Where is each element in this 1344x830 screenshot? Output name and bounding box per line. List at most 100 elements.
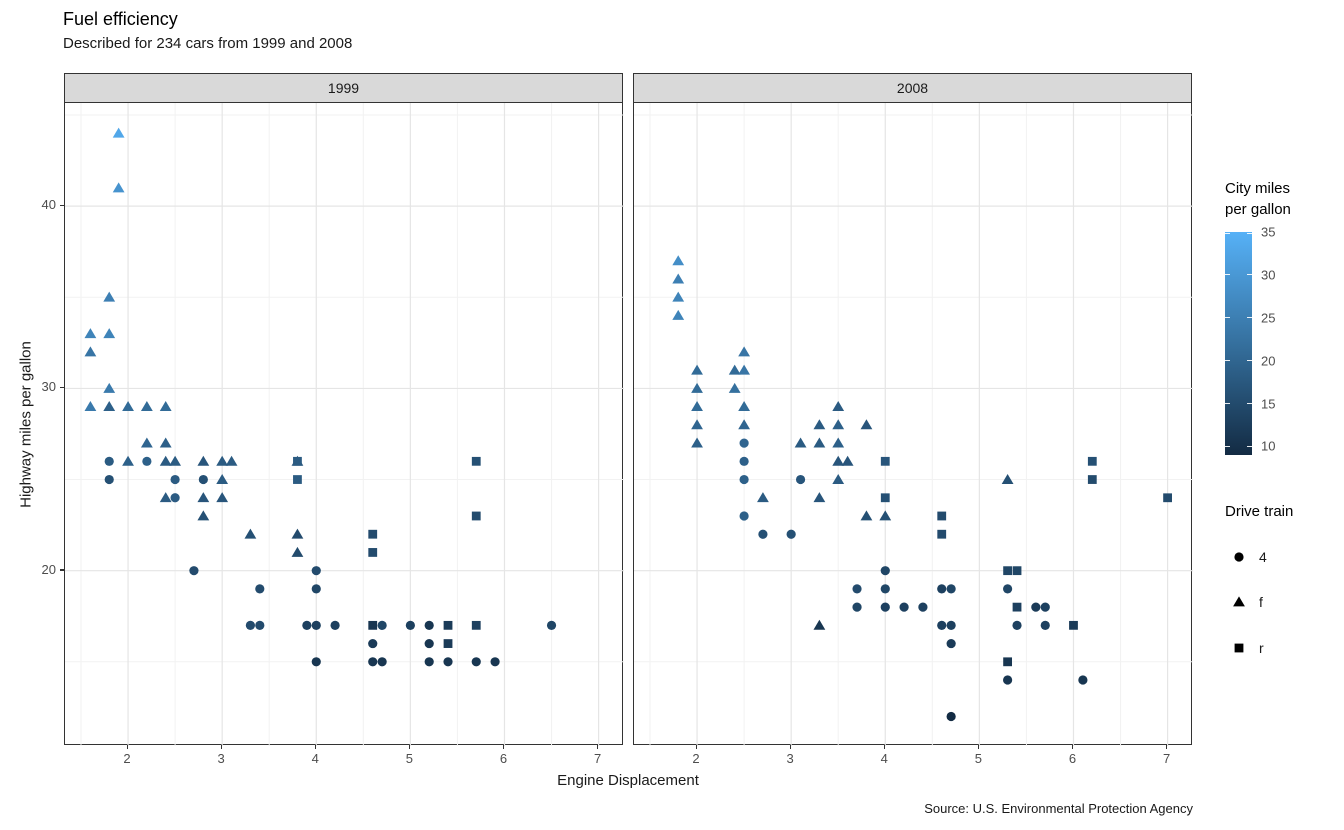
data-point-triangle <box>84 346 97 357</box>
square-legend-key-icon <box>1231 640 1247 656</box>
data-point-triangle <box>691 419 703 430</box>
data-point-square <box>1087 456 1097 466</box>
data-point-circle <box>377 657 387 667</box>
color-legend-tick-mark <box>1225 274 1230 276</box>
shape-legend-title: Drive train <box>1225 503 1294 520</box>
data-point-triangle <box>197 455 210 466</box>
shape-legend-item-label: r <box>1259 640 1264 656</box>
y-tick-label: 20 <box>41 561 56 577</box>
data-point-circle <box>1012 620 1022 630</box>
color-legend-tick-label: 20 <box>1261 353 1276 369</box>
x-tick-label: 4 <box>880 751 888 766</box>
data-point-triangle <box>112 182 125 193</box>
data-point-circle <box>918 602 928 612</box>
x-tick-label: 2 <box>692 751 700 766</box>
plot-caption: Source: U.S. Environmental Protection Ag… <box>924 801 1193 816</box>
data-point-triangle <box>757 492 769 503</box>
x-tick-mark <box>502 745 505 749</box>
data-point-triangle <box>728 382 741 393</box>
data-point-triangle <box>140 437 153 448</box>
x-tick-mark <box>695 745 697 749</box>
data-point-triangle <box>122 401 134 412</box>
data-point-triangle <box>832 473 845 484</box>
data-point-triangle <box>813 492 826 503</box>
data-point-circle <box>368 657 378 667</box>
data-point-circle <box>311 657 321 667</box>
data-point-triangle <box>159 492 172 503</box>
data-point-circle <box>377 620 387 630</box>
data-point-square <box>937 529 947 539</box>
panel-1999 <box>64 102 624 746</box>
x-tick-label: 7 <box>1162 751 1171 766</box>
data-point-triangle <box>1233 596 1245 607</box>
data-point-circle <box>946 638 956 649</box>
data-point-circle <box>189 566 199 576</box>
data-point-triangle <box>691 364 703 375</box>
data-point-circle <box>946 584 956 594</box>
data-point-triangle <box>225 455 238 466</box>
data-point-circle <box>880 602 890 612</box>
data-point-triangle <box>103 328 116 339</box>
data-point-triangle <box>879 510 892 521</box>
color-legend-tick-mark <box>1247 317 1252 319</box>
color-legend-tick-mark <box>1247 360 1252 362</box>
data-point-square <box>1012 602 1022 612</box>
color-legend-tick-mark <box>1247 403 1252 405</box>
data-point-triangle <box>738 364 751 375</box>
data-point-triangle <box>794 437 807 448</box>
data-point-circle <box>170 474 180 485</box>
data-point-circle <box>311 584 321 594</box>
x-tick-label: 7 <box>593 751 602 766</box>
data-point-circle <box>424 657 434 667</box>
x-tick-label: 5 <box>405 751 413 766</box>
data-point-circle <box>142 456 152 466</box>
color-legend-tick-mark <box>1225 445 1230 447</box>
x-tick-label: 6 <box>1068 751 1077 766</box>
x-axis-title: Engine Displacement <box>557 772 699 789</box>
data-point-square <box>1234 643 1244 653</box>
facet-strip-2008-label: 2008 <box>896 80 929 96</box>
x-tick-mark <box>314 745 317 749</box>
facet-strip-2008: 2008 <box>633 73 1192 103</box>
data-point-triangle <box>813 437 826 448</box>
data-point-square <box>1163 493 1172 503</box>
data-point-triangle <box>691 437 703 448</box>
color-legend-tick-mark <box>1225 233 1230 234</box>
facet-plot-area-2008 <box>634 103 1193 746</box>
data-point-triangle <box>216 492 229 503</box>
data-point-triangle <box>691 401 703 412</box>
data-point-square <box>443 620 453 630</box>
data-point-triangle <box>103 401 116 412</box>
y-tick-label: 30 <box>41 379 56 395</box>
data-point-circle <box>1003 584 1013 594</box>
y-tick-mark <box>60 569 64 571</box>
data-point-square <box>937 511 947 521</box>
data-point-square <box>471 456 481 466</box>
data-point-square <box>471 511 481 521</box>
data-point-circle <box>1003 675 1013 685</box>
data-point-triangle <box>860 419 873 430</box>
data-point-square <box>443 639 453 648</box>
data-point-square <box>293 456 302 466</box>
data-point-circle <box>490 657 500 667</box>
data-point-triangle <box>738 401 751 412</box>
x-tick-label: 3 <box>786 751 794 766</box>
data-point-square <box>368 620 378 630</box>
data-point-triangle <box>832 455 845 466</box>
data-point-circle <box>1040 602 1050 612</box>
color-legend-tick-mark <box>1225 403 1230 405</box>
data-point-circle <box>255 584 265 594</box>
data-point-triangle <box>140 401 153 412</box>
data-point-square <box>471 620 481 630</box>
data-point-triangle <box>841 455 854 466</box>
x-tick-mark <box>1166 745 1168 749</box>
data-point-circle <box>1078 675 1088 685</box>
data-point-circle <box>255 620 265 630</box>
data-point-triangle <box>84 401 97 412</box>
color-legend-tick-label: 10 <box>1261 438 1276 454</box>
panel-2008 <box>633 102 1193 746</box>
y-tick-mark <box>60 386 64 389</box>
data-point-circle <box>311 620 321 630</box>
color-legend-tick-mark <box>1225 360 1230 362</box>
